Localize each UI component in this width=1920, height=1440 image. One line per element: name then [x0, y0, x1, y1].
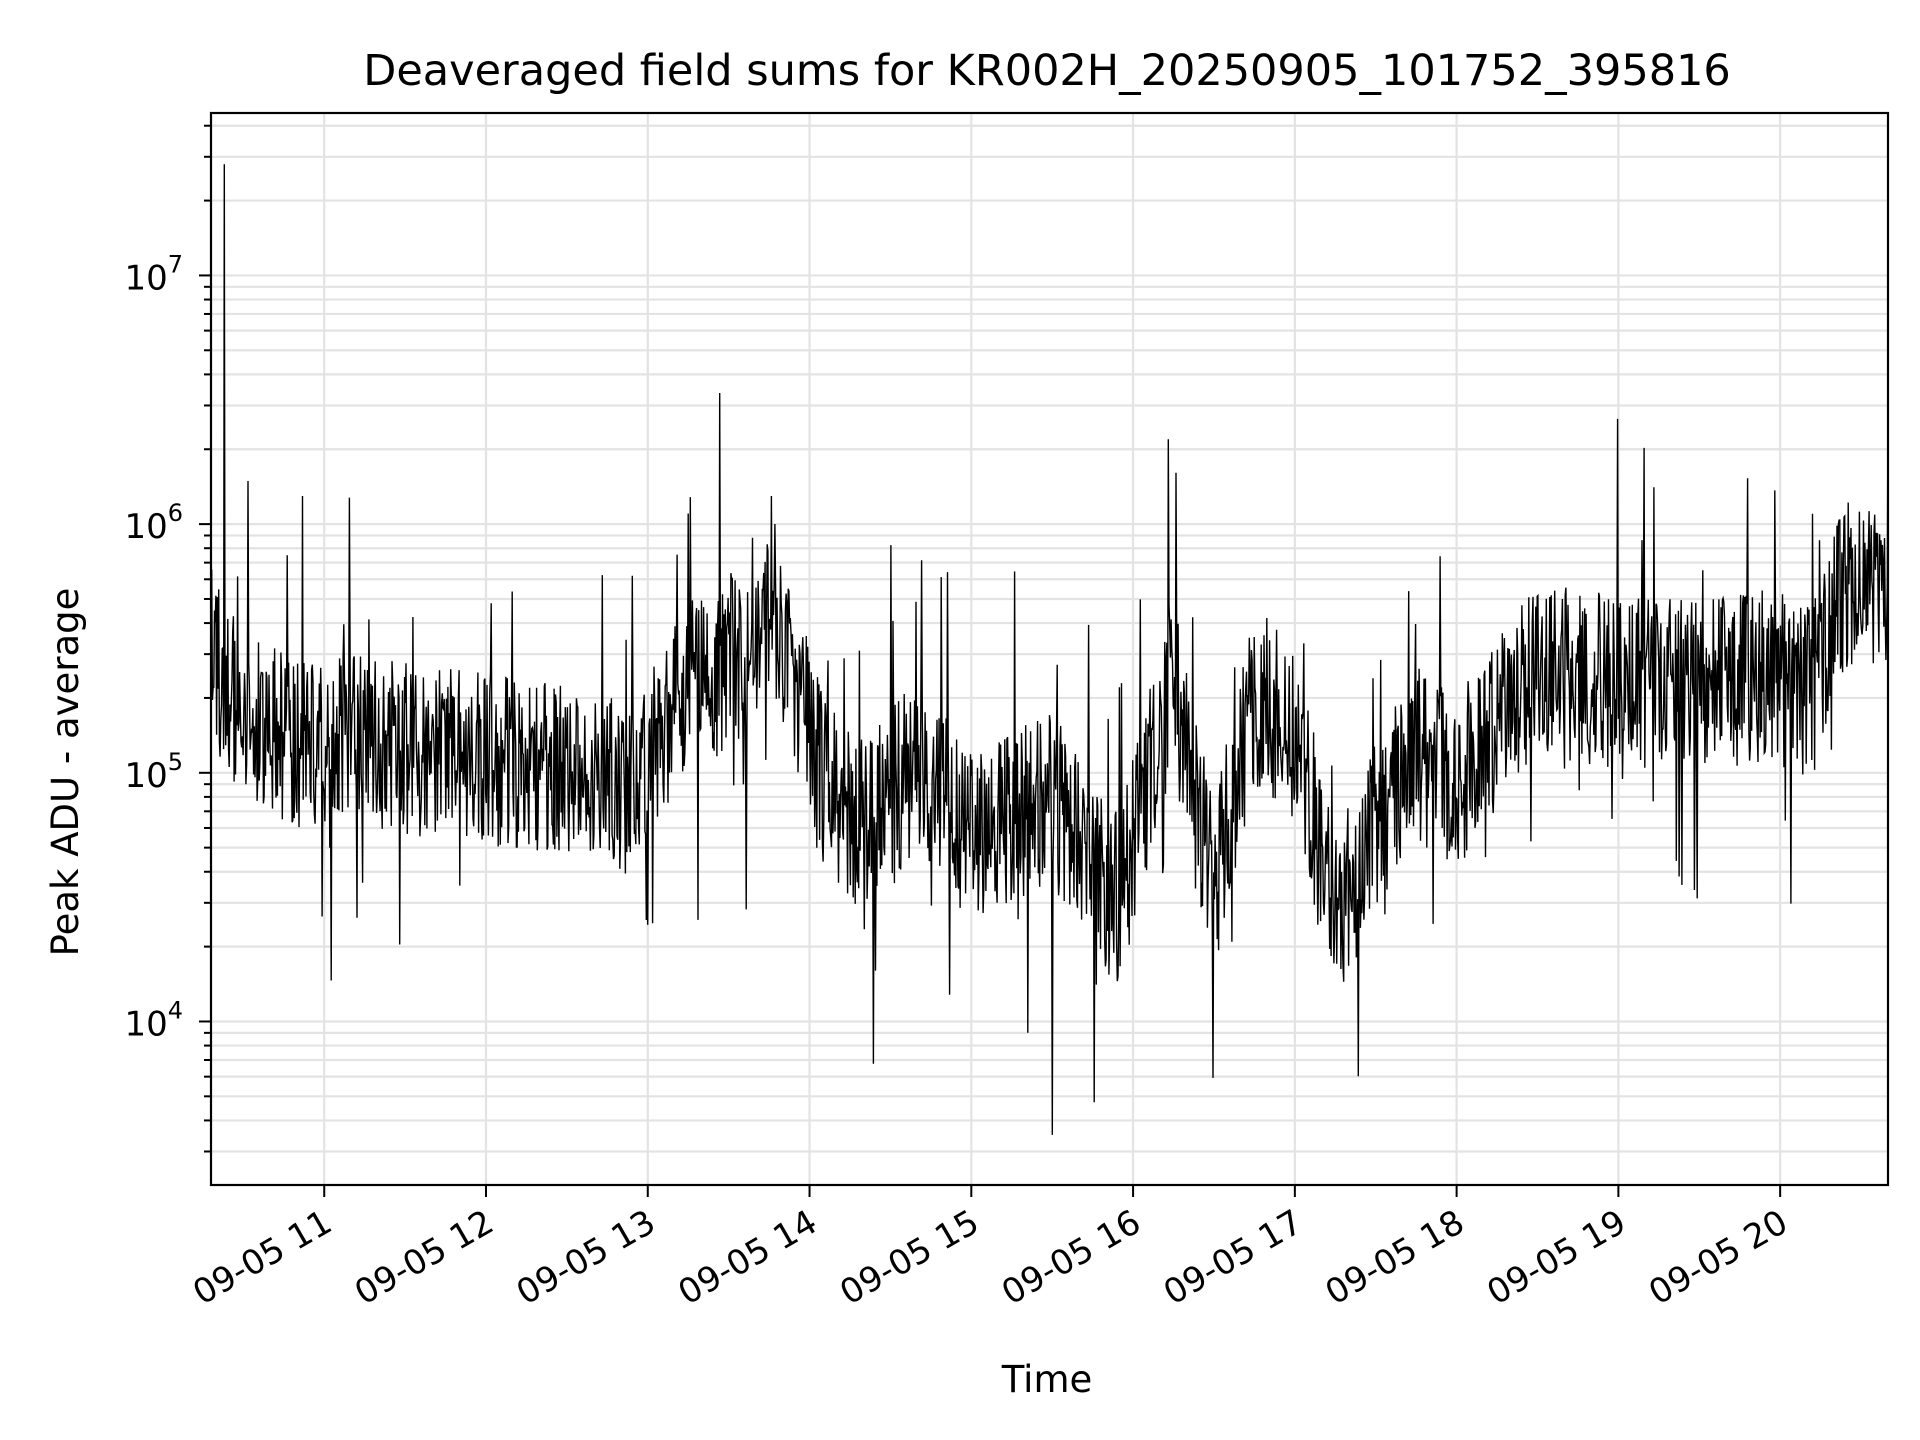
y-tick-label: 104	[124, 996, 183, 1044]
x-tick-label: 09-05 13	[510, 1202, 662, 1313]
x-tick-label: 09-05 16	[995, 1202, 1147, 1313]
y-tick-label: 105	[124, 748, 183, 796]
x-axis-label: Time	[1001, 1358, 1093, 1401]
x-tick-label: 09-05 11	[186, 1202, 338, 1313]
plot-frame	[209, 111, 1890, 1187]
x-tick-label: 09-05 14	[672, 1202, 824, 1313]
x-tick-label: 09-05 17	[1157, 1202, 1309, 1313]
data-series	[210, 164, 1889, 1135]
x-tick-label: 09-05 15	[833, 1202, 985, 1313]
x-tick-label: 09-05 12	[348, 1202, 500, 1313]
x-tick-label: 09-05 19	[1480, 1202, 1632, 1313]
chart-title: Deaveraged field sums for KR002H_2025090…	[363, 46, 1731, 96]
y-tick-label: 106	[124, 499, 183, 547]
x-tick-label: 09-05 20	[1642, 1202, 1794, 1313]
y-tick-label: 107	[124, 250, 183, 298]
y-axis-label: Peak ADU - average	[44, 588, 87, 957]
series-line	[210, 164, 1889, 1135]
x-tick-label: 09-05 18	[1319, 1202, 1471, 1313]
